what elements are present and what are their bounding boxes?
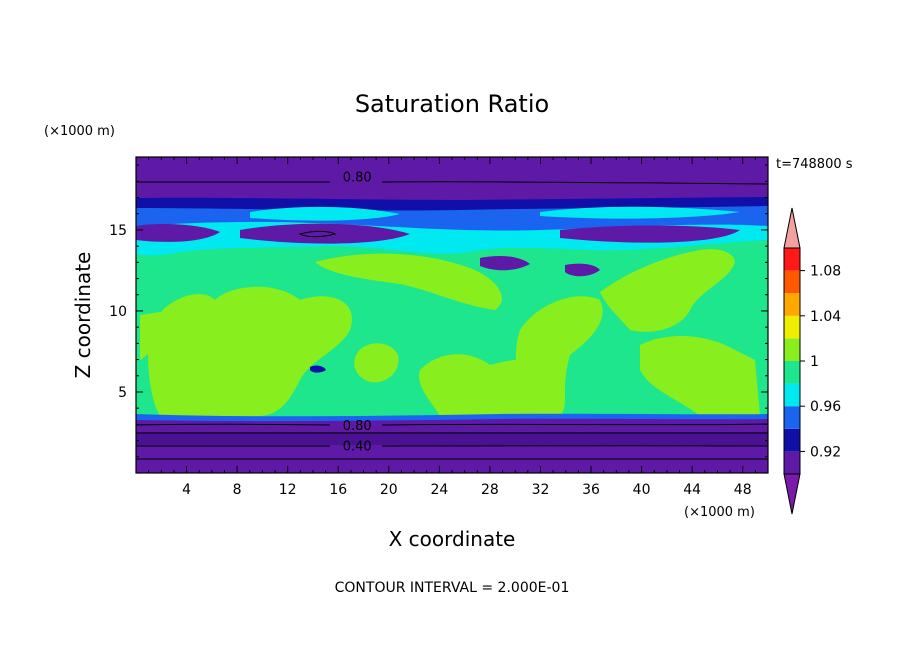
region-purple-pocket — [240, 223, 410, 244]
region-cyan-streak — [250, 206, 400, 221]
x-tick-label: 28 — [481, 482, 499, 498]
colorbar-label: 0.92 — [810, 444, 841, 460]
contour-line — [381, 181, 768, 185]
colorbar-label: 1 — [810, 354, 819, 370]
colorbar-swatch — [784, 270, 800, 294]
x-tick-label: 48 — [734, 482, 752, 498]
x-tick-label: 36 — [582, 482, 600, 498]
y-tick-label: 10 — [109, 304, 127, 320]
colorbar-swatch — [784, 338, 800, 361]
region-light-green-blob — [515, 296, 603, 416]
region-light-green-blob — [315, 253, 502, 310]
time-label: t=748800 s — [776, 157, 853, 172]
x-tick-label: 16 — [329, 482, 347, 498]
colorbar-swatch — [784, 383, 800, 407]
contour-line — [136, 423, 331, 426]
y-axis-unit: (×1000 m) — [44, 124, 115, 139]
region-light-green-blob — [140, 312, 161, 360]
region-cyan-streak — [540, 206, 740, 219]
region-purple-pocket — [560, 225, 740, 243]
colorbar-under-triangle — [783, 473, 801, 515]
contour-label: 0.80 — [343, 419, 372, 434]
x-axis: 4 8 12 16 20 24 28 32 36 40 44 48 — [148, 157, 756, 498]
colorbar-swatch — [784, 428, 800, 452]
colorbar: 1.08 1.04 1 0.96 0.92 — [783, 207, 841, 515]
colorbar-swatch — [784, 315, 800, 339]
colorbar-swatch — [784, 406, 800, 429]
x-tick-label: 12 — [279, 482, 297, 498]
colorbar-over-triangle — [783, 207, 801, 249]
y-axis: 5 10 15 — [109, 164, 768, 458]
plot-area — [136, 157, 768, 473]
chart-title: Saturation Ratio — [355, 90, 549, 118]
x-tick-label: 4 — [182, 482, 191, 498]
x-axis-title: X coordinate — [389, 527, 516, 551]
region-light-green-blob — [148, 286, 352, 416]
y-tick-label: 5 — [118, 385, 127, 401]
contour-labels: 0.80 0.80 0.40 — [343, 170, 372, 454]
colorbar-label: 0.96 — [810, 399, 841, 415]
contour-interval-note: CONTOUR INTERVAL = 2.000E-01 — [335, 580, 570, 596]
colorbar-swatch — [784, 248, 800, 271]
colorbar-swatch — [784, 451, 800, 474]
region-light-green-blob — [640, 335, 760, 416]
x-tick-label: 40 — [633, 482, 651, 498]
x-axis-unit: (×1000 m) — [684, 505, 755, 520]
contour-label: 0.80 — [343, 170, 372, 185]
x-tick-label: 32 — [532, 482, 550, 498]
region-purple-pocket — [565, 263, 600, 277]
region-light-green-blob — [600, 249, 735, 332]
contour-line — [381, 423, 768, 426]
colorbar-label: 1.08 — [810, 264, 841, 280]
y-axis-title: Z coordinate — [71, 252, 95, 379]
region-blue-fleck — [310, 365, 326, 373]
colorbar-swatch — [784, 361, 800, 384]
region-light-green-blob — [419, 354, 545, 416]
y-tick-label: 15 — [109, 223, 127, 239]
region-purple-pocket — [480, 256, 530, 271]
region-light-green-blob — [354, 343, 399, 383]
colorbar-swatch — [784, 293, 800, 316]
region-lower-dark-purple — [136, 432, 768, 445]
colorbar-label: 1.04 — [810, 309, 841, 325]
x-tick-label: 24 — [430, 482, 448, 498]
region-upper-purple — [136, 157, 768, 200]
contour-line — [298, 230, 337, 238]
x-tick-label: 20 — [380, 482, 398, 498]
x-tick-label: 44 — [683, 482, 701, 498]
region-purple-pocket — [136, 224, 220, 242]
contour-label: 0.40 — [343, 439, 372, 454]
x-tick-label: 8 — [233, 482, 242, 498]
